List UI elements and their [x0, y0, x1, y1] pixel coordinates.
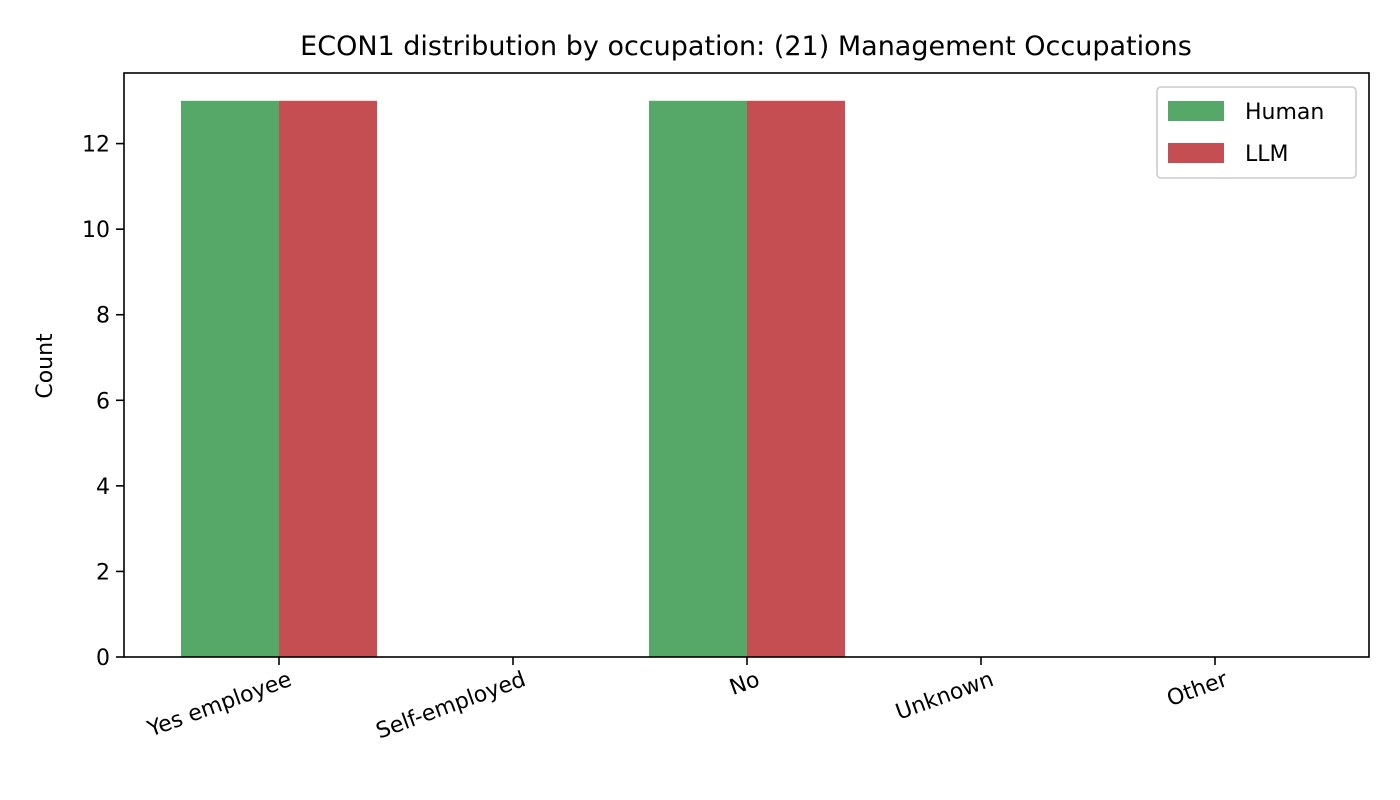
x-tick-label: Yes employee: [144, 667, 295, 743]
y-tick-label: 4: [96, 475, 110, 500]
y-tick-label: 8: [96, 304, 110, 329]
x-tick-label: Unknown: [893, 667, 998, 725]
y-tick-label: 12: [82, 133, 110, 158]
legend-swatch-llm: [1168, 143, 1224, 163]
bar-llm-no: [747, 100, 845, 658]
legend-label-llm: LLM: [1245, 142, 1289, 167]
legend-label-human: Human: [1245, 100, 1324, 125]
legend: Human LLM: [1156, 86, 1357, 179]
legend-swatch-human: [1168, 101, 1224, 121]
bar-human-yes-employee: [181, 100, 279, 658]
y-axis-label: Count: [33, 333, 58, 399]
x-tick-label: No: [726, 667, 763, 701]
y-tick-label: 10: [82, 218, 110, 243]
y-tick-label: 0: [96, 646, 110, 671]
bar-human-no: [649, 100, 747, 658]
y-tick-label: 2: [96, 560, 110, 585]
x-tick-label: Other: [1164, 667, 1232, 712]
y-tick-label: 6: [96, 389, 110, 414]
x-tick-label: Self-employed: [373, 667, 529, 744]
bars-layer: [181, 100, 845, 658]
bar-llm-yes-employee: [279, 100, 377, 658]
chart-title: ECON1 distribution by occupation: (21) M…: [300, 31, 1192, 62]
